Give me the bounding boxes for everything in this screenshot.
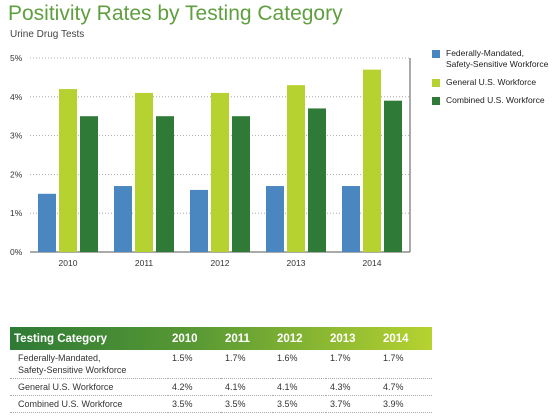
legend-swatch-general xyxy=(432,79,440,87)
table-row-label: General U.S. Workforce xyxy=(10,378,168,396)
legend-item-combined: Combined U.S. Workforce xyxy=(432,95,560,106)
y-tick-label: 4% xyxy=(10,92,23,102)
bar xyxy=(342,186,360,252)
legend-label-combined: Combined U.S. Workforce xyxy=(446,95,545,105)
legend-swatch-federal xyxy=(432,50,440,58)
bar xyxy=(114,186,132,252)
table-header-2012: 2012 xyxy=(276,332,303,345)
table-row-label: Combined U.S. Workforce xyxy=(10,395,168,413)
table-cell: 3.7% xyxy=(325,395,379,413)
bar xyxy=(80,116,98,252)
table-header-2014: 2014 xyxy=(382,332,409,345)
y-tick-label: 3% xyxy=(10,131,23,141)
bar xyxy=(135,92,153,252)
table-cell: 1.6% xyxy=(272,350,326,379)
table-cell: 3.5% xyxy=(221,395,273,413)
table-cell: 4.7% xyxy=(378,378,432,396)
table-cell: 1.7% xyxy=(378,350,432,379)
bar xyxy=(38,193,56,252)
bar xyxy=(287,85,305,252)
table-header-2013: 2013 xyxy=(329,332,356,345)
table-row-label: Federally-Mandated, Safety-Sensitive Work… xyxy=(10,350,168,379)
table-cell: 3.9% xyxy=(378,395,432,413)
legend-label-general: General U.S. Workforce xyxy=(446,77,537,87)
bar xyxy=(59,89,77,252)
table-header-2011: 2011 xyxy=(225,332,250,345)
table-header-row: Testing Category 2010 2011 2012 2013 201… xyxy=(10,327,432,350)
x-tick-label: 2013 xyxy=(287,258,306,268)
bar-chart: 0% 1% 2% 3% 4% 5% 2010 2011 2012 2013 2014 xyxy=(10,53,411,268)
table-cell: 3.5% xyxy=(168,395,221,413)
y-tick-label: 0% xyxy=(10,247,23,257)
bar xyxy=(232,116,250,252)
table-header-category: Testing Category xyxy=(14,332,108,345)
bar xyxy=(363,69,381,252)
table-row-combined: Combined U.S. Workforce 3.5% 3.5% 3.5% 3… xyxy=(10,395,432,413)
legend-swatch-combined xyxy=(432,97,440,105)
table-cell: 1.5% xyxy=(168,350,221,379)
x-tick-label: 2010 xyxy=(59,258,78,268)
chart-subtitle: Urine Drug Tests xyxy=(10,29,85,40)
legend-item-general: General U.S. Workforce xyxy=(432,77,560,88)
table-row-federal: Federally-Mandated, Safety-Sensitive Work… xyxy=(10,350,432,379)
chart-legend: Federally-Mandated, Safety-Sensitive Work… xyxy=(432,48,560,113)
table-row-general: General U.S. Workforce 4.2% 4.1% 4.1% 4.… xyxy=(10,378,432,396)
y-tick-label: 2% xyxy=(10,169,23,179)
y-tick-label: 1% xyxy=(10,208,23,218)
legend-item-federal: Federally-Mandated, Safety-Sensitive Work… xyxy=(432,48,560,70)
x-tick-label: 2012 xyxy=(211,258,230,268)
table-cell: 3.5% xyxy=(272,395,326,413)
x-tick-label: 2014 xyxy=(363,258,382,268)
y-tick-label: 5% xyxy=(10,53,23,63)
bar xyxy=(156,116,174,252)
table-cell: 1.7% xyxy=(221,350,273,379)
table-cell: 4.1% xyxy=(272,378,326,396)
bar xyxy=(190,189,208,252)
table-cell: 4.2% xyxy=(168,378,221,396)
table-header-2010: 2010 xyxy=(172,332,198,345)
x-tick-label: 2011 xyxy=(135,258,154,268)
bar xyxy=(384,100,402,253)
table-cell: 4.1% xyxy=(221,378,273,396)
legend-label-federal: Federally-Mandated, Safety-Sensitive Work… xyxy=(446,48,549,69)
table-cell: 1.7% xyxy=(325,350,379,379)
table-cell: 4.3% xyxy=(325,378,379,396)
bar xyxy=(266,186,284,252)
chart-title: Positivity Rates by Testing Category xyxy=(8,2,343,25)
bar xyxy=(211,92,229,252)
data-table: Testing Category 2010 2011 2012 2013 201… xyxy=(10,327,432,413)
bar xyxy=(308,108,326,252)
